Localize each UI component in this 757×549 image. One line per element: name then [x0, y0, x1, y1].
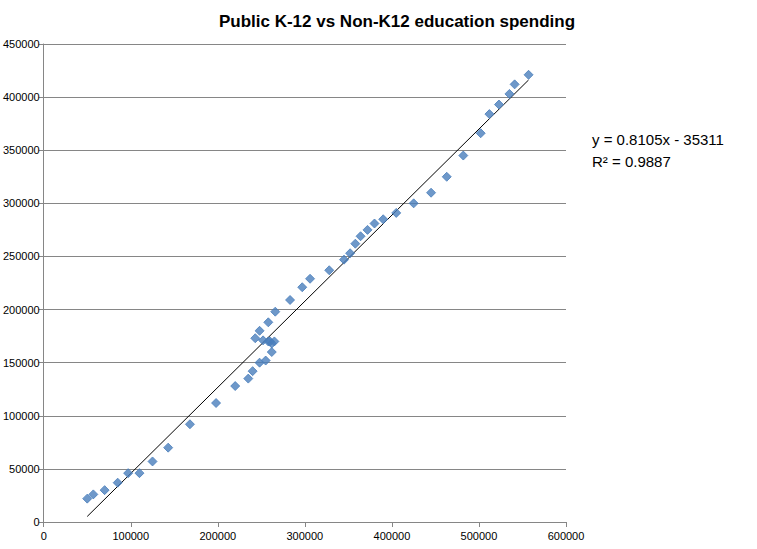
- svg-text:100000: 100000: [3, 410, 40, 422]
- svg-text:300000: 300000: [3, 197, 40, 209]
- svg-text:200000: 200000: [3, 304, 40, 316]
- svg-text:y = 0.8105x - 35311: y = 0.8105x - 35311: [592, 131, 724, 148]
- svg-text:600000: 600000: [548, 530, 585, 542]
- svg-text:400000: 400000: [3, 91, 40, 103]
- svg-text:50000: 50000: [9, 463, 40, 475]
- svg-text:250000: 250000: [3, 250, 40, 262]
- svg-text:0: 0: [34, 516, 40, 528]
- svg-text:350000: 350000: [3, 144, 40, 156]
- svg-text:300000: 300000: [286, 530, 323, 542]
- svg-text:R² = 0.9887: R² = 0.9887: [592, 153, 671, 170]
- svg-text:400000: 400000: [374, 530, 411, 542]
- svg-text:450000: 450000: [3, 38, 40, 50]
- svg-text:150000: 150000: [3, 357, 40, 369]
- svg-text:500000: 500000: [461, 530, 498, 542]
- svg-text:100000: 100000: [112, 530, 149, 542]
- svg-text:200000: 200000: [199, 530, 236, 542]
- svg-text:0: 0: [41, 530, 47, 542]
- svg-text:Public K-12 vs Non-K12 educati: Public K-12 vs Non-K12 education spendin…: [219, 12, 575, 31]
